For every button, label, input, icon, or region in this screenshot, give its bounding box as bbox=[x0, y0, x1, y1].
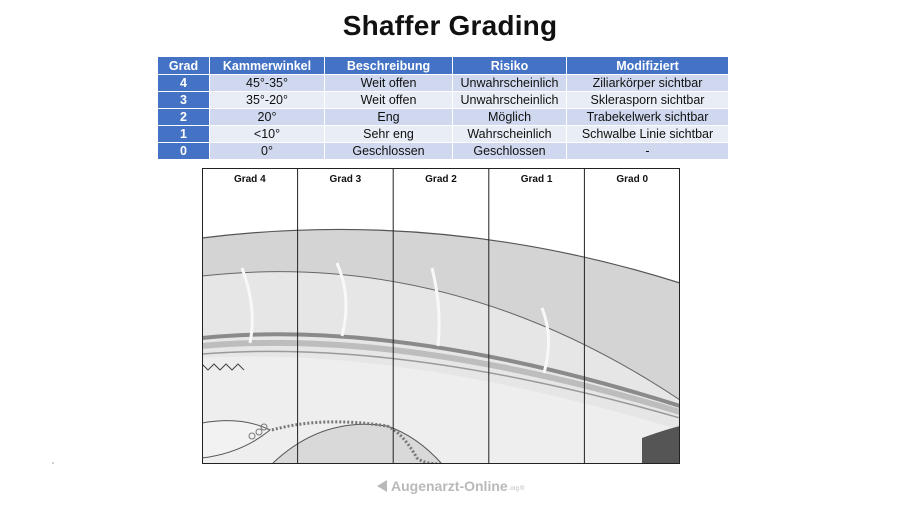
table-row: 2 20° Eng Möglich Trabekelwerk sichtbar bbox=[157, 108, 729, 126]
description-cell: Geschlossen bbox=[324, 142, 453, 160]
modified-cell: Ziliarkörper sichtbar bbox=[566, 74, 729, 92]
lens bbox=[271, 423, 443, 464]
footer-logo: Augenarzt-Online .org ® bbox=[377, 476, 524, 496]
risk-cell: Unwahrscheinlich bbox=[452, 74, 567, 92]
anterior-chamber-angle-illustration: Grad 4 Grad 3 Grad 2 Grad 1 Grad 0 bbox=[202, 168, 680, 464]
angle-cell: 20° bbox=[209, 108, 325, 126]
shaffer-grading-table: Grad Kammerwinkel Beschreibung Risiko Mo… bbox=[157, 56, 729, 160]
angle-cell: 35°-20° bbox=[209, 91, 325, 109]
table-row: 4 45°-35° Weit offen Unwahrscheinlich Zi… bbox=[157, 74, 729, 92]
risk-cell: Möglich bbox=[452, 108, 567, 126]
risk-cell: Geschlossen bbox=[452, 142, 567, 160]
column-header-risiko: Risiko bbox=[452, 56, 567, 75]
trabecular-band bbox=[202, 332, 680, 408]
description-cell: Sehr eng bbox=[324, 125, 453, 143]
brand-name: Augenarzt-Online bbox=[391, 478, 508, 494]
grade-cell: 2 bbox=[157, 108, 210, 126]
angle-cell: 0° bbox=[209, 142, 325, 160]
closed-angle-region bbox=[642, 426, 680, 464]
panel-label-grad-4: Grad 4 bbox=[234, 174, 266, 185]
lens-capsule-beads bbox=[271, 420, 443, 464]
table-row: 0 0° Geschlossen Geschlossen - bbox=[157, 142, 729, 160]
stray-dot bbox=[52, 462, 54, 464]
column-header-beschreibung: Beschreibung bbox=[324, 56, 453, 75]
angle-cell: <10° bbox=[209, 125, 325, 143]
table-row: 1 <10° Sehr eng Wahrscheinlich Schwalbe … bbox=[157, 125, 729, 143]
table-header-row: Grad Kammerwinkel Beschreibung Risiko Mo… bbox=[157, 56, 729, 75]
grade-cell: 1 bbox=[157, 125, 210, 143]
panel-label-grad-0: Grad 0 bbox=[616, 174, 648, 185]
panel-label-grad-3: Grad 3 bbox=[330, 174, 362, 185]
column-header-kammerwinkel: Kammerwinkel bbox=[209, 56, 325, 75]
modified-cell: Schwalbe Linie sichtbar bbox=[566, 125, 729, 143]
grade-cell: 0 bbox=[157, 142, 210, 160]
panel-label-grad-1: Grad 1 bbox=[521, 174, 553, 185]
column-header-modifiziert: Modifiziert bbox=[566, 56, 729, 75]
brand-suffix: .org bbox=[508, 486, 520, 492]
description-cell: Eng bbox=[324, 108, 453, 126]
modified-cell: - bbox=[566, 142, 729, 160]
panel-label-grad-2: Grad 2 bbox=[425, 174, 457, 185]
ciliary-body-detail bbox=[202, 363, 245, 371]
modified-cell: Trabekelwerk sichtbar bbox=[566, 108, 729, 126]
table-row: 3 35°-20° Weit offen Unwahrscheinlich Sk… bbox=[157, 91, 729, 109]
column-header-grad: Grad bbox=[157, 56, 210, 75]
grade-cell: 4 bbox=[157, 74, 210, 92]
risk-cell: Unwahrscheinlich bbox=[452, 91, 567, 109]
angle-cell: 45°-35° bbox=[209, 74, 325, 92]
registered-mark: ® bbox=[520, 486, 525, 492]
grade-cell: 3 bbox=[157, 91, 210, 109]
risk-cell: Wahrscheinlich bbox=[452, 125, 567, 143]
modified-cell: Sklerasporn sichtbar bbox=[566, 91, 729, 109]
description-cell: Weit offen bbox=[324, 91, 453, 109]
page-title: Shaffer Grading bbox=[342, 10, 558, 41]
description-cell: Weit offen bbox=[324, 74, 453, 92]
iris-tip bbox=[202, 420, 271, 459]
brand-logo-icon bbox=[377, 480, 387, 492]
